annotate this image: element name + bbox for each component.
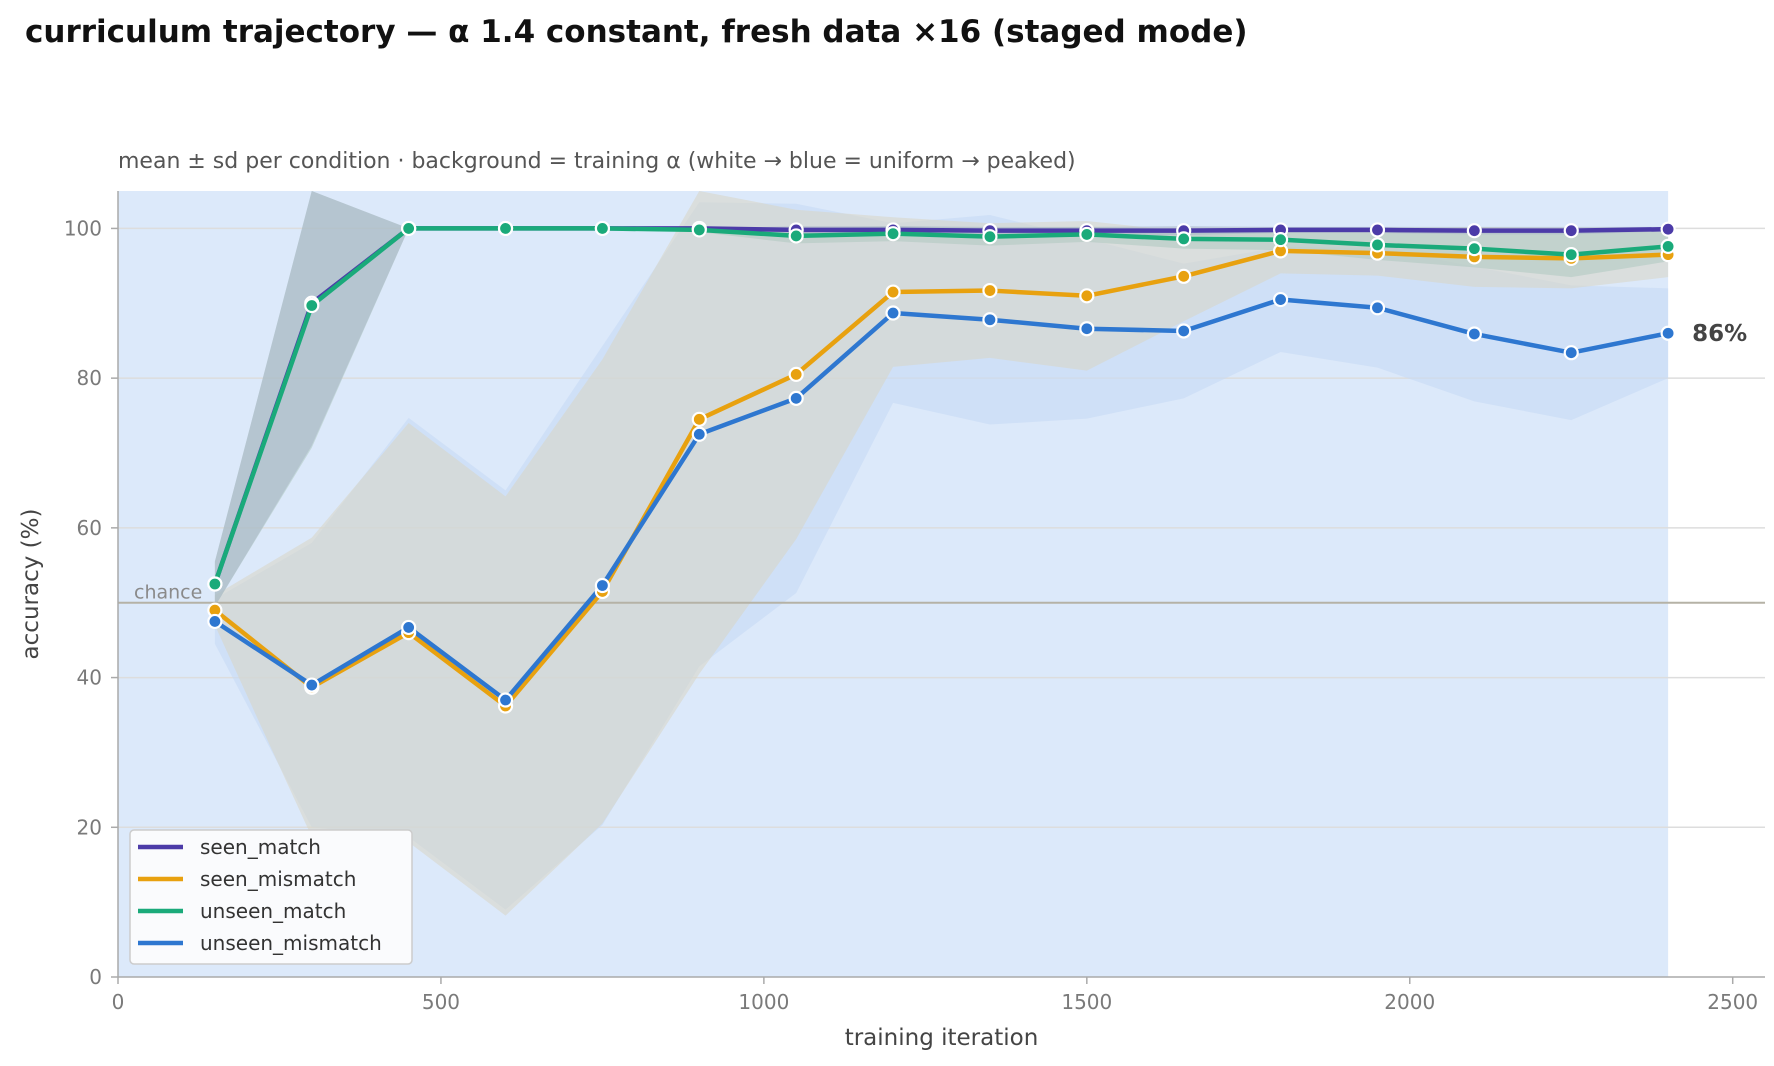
x-tick-label-1000: 1000 xyxy=(738,990,789,1014)
y-tick-label-80: 80 xyxy=(77,366,102,390)
x-tick-label-500: 500 xyxy=(422,990,460,1014)
point-unseen_mismatch-450 xyxy=(401,619,417,636)
y-tick-label-20: 20 xyxy=(77,815,102,839)
point-unseen_match-1800 xyxy=(1272,232,1289,248)
point-unseen_mismatch-1050 xyxy=(788,390,804,406)
point-unseen_match-450 xyxy=(401,220,417,237)
point-seen_match-1950 xyxy=(1369,222,1386,238)
x-tick-label-1500: 1500 xyxy=(1061,990,1112,1014)
point-unseen_match-600 xyxy=(497,220,514,237)
series-lines xyxy=(212,226,1671,709)
legend-label-seen_mismatch: seen_mismatch xyxy=(200,867,356,891)
legend-label-unseen_match: unseen_match xyxy=(200,899,346,923)
point-seen_mismatch-1650 xyxy=(1176,268,1192,284)
chart-subtitle: mean ± sd per condition · background = t… xyxy=(118,149,1076,174)
end-value-label: 86% xyxy=(1692,321,1747,347)
point-seen_mismatch-1200 xyxy=(885,284,901,300)
point-seen_match-2250 xyxy=(1563,223,1579,239)
point-unseen_mismatch-150 xyxy=(207,613,223,630)
line-seen_mismatch xyxy=(212,248,1671,709)
point-unseen_match-2100 xyxy=(1466,241,1482,257)
point-unseen_mismatch-1650 xyxy=(1176,323,1192,339)
point-unseen_mismatch-600 xyxy=(497,692,514,708)
x-axis-label: training iteration xyxy=(845,1025,1039,1051)
y-axis-label: accuracy (%) xyxy=(18,509,44,660)
point-unseen_match-150 xyxy=(207,576,223,592)
y-tick-label-40: 40 xyxy=(77,666,102,690)
point-unseen_mismatch-2250 xyxy=(1563,345,1579,361)
chart-title: curriculum trajectory — α 1.4 constant, … xyxy=(25,14,1248,50)
sd-band-seen_mismatch xyxy=(214,191,1669,916)
point-unseen_mismatch-750 xyxy=(594,577,611,594)
point-unseen_mismatch-900 xyxy=(691,426,707,442)
point-seen_match-2400 xyxy=(1660,221,1676,237)
series-points xyxy=(207,220,1676,714)
point-unseen_mismatch-2100 xyxy=(1466,326,1482,342)
point-unseen_match-2250 xyxy=(1563,247,1579,263)
point-unseen_match-2400 xyxy=(1660,238,1676,254)
point-unseen_match-1650 xyxy=(1176,231,1192,247)
point-unseen_match-1200 xyxy=(885,226,901,242)
x-ticks: 0 500 1000 1500 2000 2500 xyxy=(112,977,1758,1014)
x-tick-label-2000: 2000 xyxy=(1384,990,1435,1014)
point-seen_mismatch-1350 xyxy=(982,282,998,299)
point-unseen_match-1050 xyxy=(788,228,804,244)
point-unseen_match-900 xyxy=(691,222,707,238)
point-unseen_mismatch-1500 xyxy=(1079,321,1095,337)
line-unseen_match xyxy=(212,226,1671,587)
point-unseen_mismatch-1800 xyxy=(1272,291,1289,308)
point-unseen_mismatch-1350 xyxy=(982,312,998,328)
x-tick-label-0: 0 xyxy=(112,990,125,1014)
point-seen_mismatch-1050 xyxy=(788,366,804,382)
legend-box xyxy=(129,829,413,965)
y-tick-label-60: 60 xyxy=(77,516,102,540)
point-unseen_match-750 xyxy=(594,220,611,237)
axes xyxy=(117,191,1765,978)
point-unseen_mismatch-2400 xyxy=(1660,325,1676,341)
point-unseen_match-1350 xyxy=(982,229,998,245)
y-tick-label-0: 0 xyxy=(89,965,102,989)
point-unseen_match-1500 xyxy=(1079,226,1095,243)
point-unseen_match-1950 xyxy=(1369,237,1386,253)
chance-label: chance xyxy=(134,582,202,604)
x-tick-label-2500: 2500 xyxy=(1707,990,1758,1014)
legend: seen_match seen_mismatch unseen_matchunsee… xyxy=(129,829,413,965)
point-seen_match-2100 xyxy=(1466,223,1482,239)
line-unseen_mismatch xyxy=(212,297,1671,703)
y-ticks: 0 20 40 60 80 100 xyxy=(64,216,118,989)
point-seen_mismatch-1500 xyxy=(1079,288,1095,304)
legend-label-seen_match: seen_match xyxy=(200,835,321,859)
point-seen_mismatch-900 xyxy=(691,411,707,427)
point-unseen_mismatch-1950 xyxy=(1369,300,1386,316)
y-tick-label-100: 100 xyxy=(64,216,102,240)
point-unseen_mismatch-1200 xyxy=(885,305,901,321)
legend-label-unseen_mismatch: unseen_mismatch xyxy=(200,931,382,955)
point-unseen_match-300 xyxy=(304,297,320,314)
point-unseen_mismatch-300 xyxy=(304,677,320,693)
